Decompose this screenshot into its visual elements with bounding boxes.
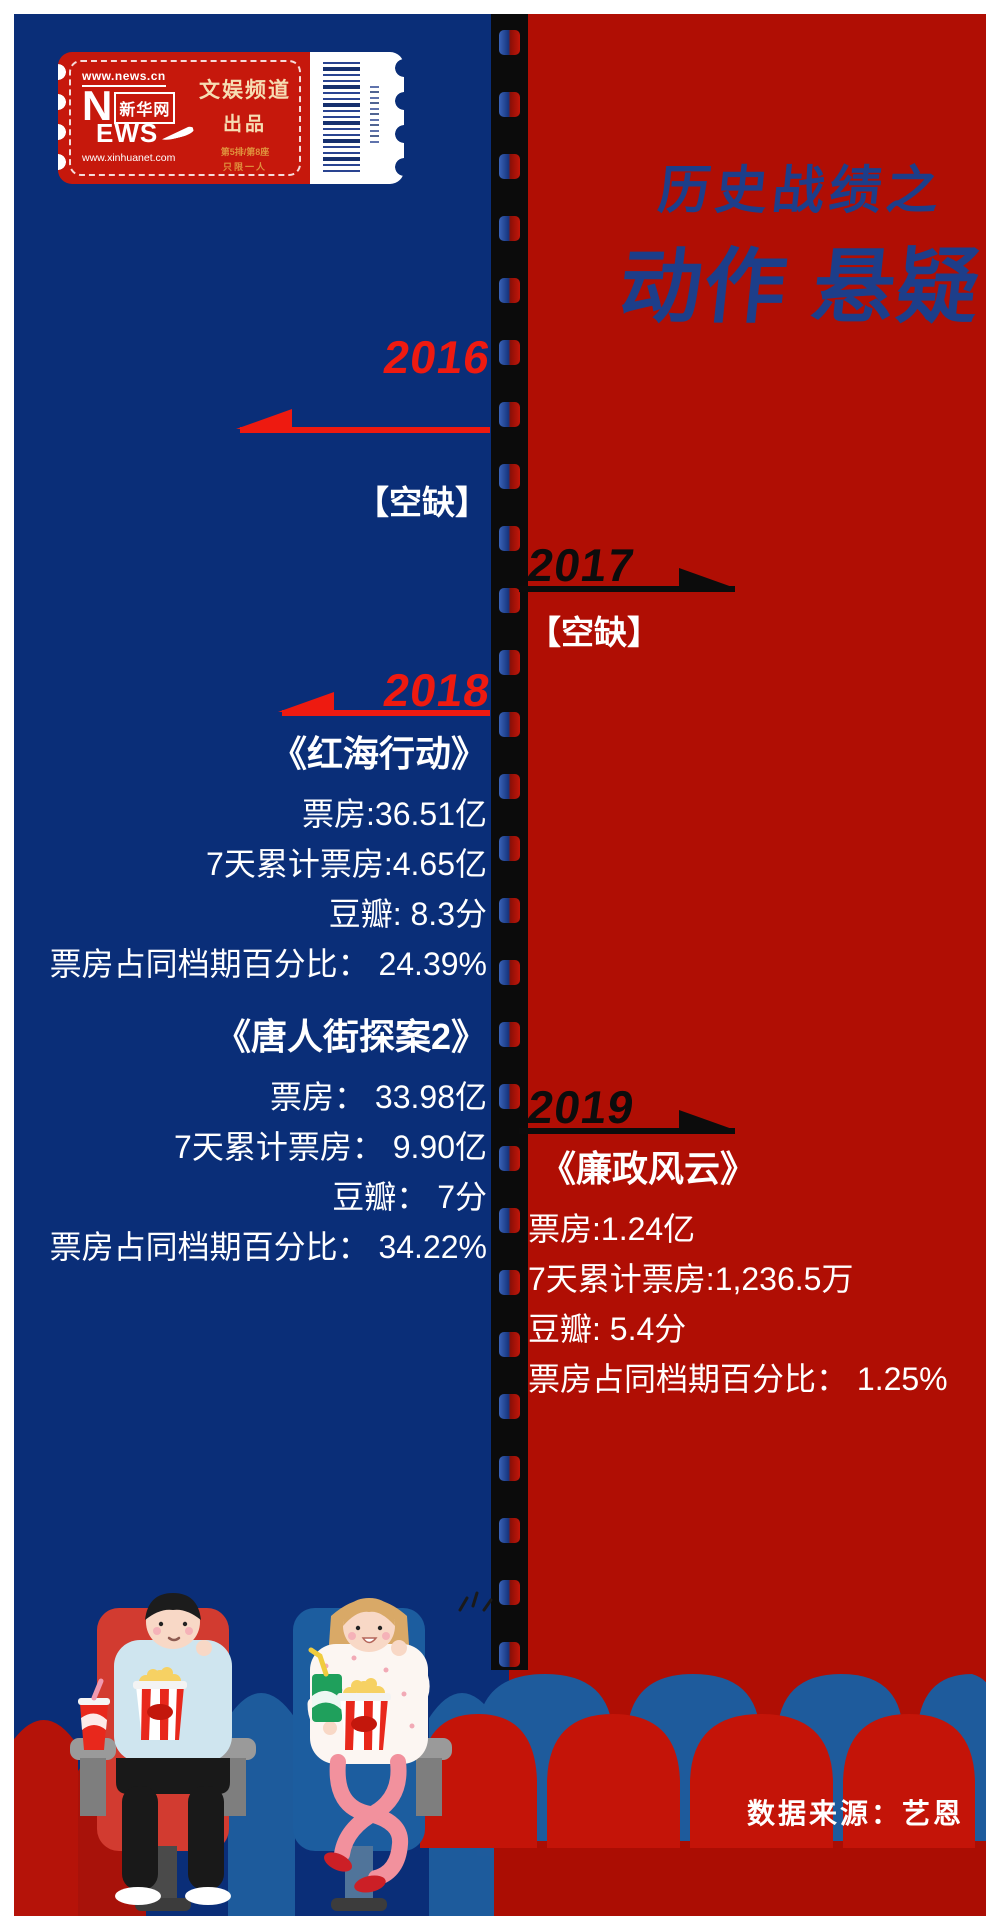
produced-label: 出品 xyxy=(222,114,267,135)
ticket-dashed-border xyxy=(69,60,301,176)
movie-share: 票房占同档期百分比： 24.39% xyxy=(49,946,487,982)
xinhua-logo: www.news.cn N 新华网 EWS www.xinhuanet.com xyxy=(82,67,194,164)
logo-url-top: www.news.cn xyxy=(82,69,166,87)
channel-label: 文娱频道 xyxy=(199,79,291,102)
page-title-line2: 动作 悬疑 xyxy=(615,242,986,333)
movie-card-tangTan2: 《唐人街探案2》 票房： 33.98亿 7天累计票房： 9.90亿 豆瓣： 7分… xyxy=(7,1018,487,1272)
timeline-arrow-2017 xyxy=(519,586,735,592)
logo-url-bottom: www.xinhuanet.com xyxy=(82,152,176,164)
xinhua-ticket-logo: www.news.cn N 新华网 EWS www.xinhuanet.com … xyxy=(58,52,404,184)
movie-douban: 豆瓣： 7分 xyxy=(332,1179,487,1215)
movie-share: 票房占同档期百分比： 1.25% xyxy=(528,1361,948,1397)
movie-title: 《红海行动》 xyxy=(270,733,487,774)
movie-title: 《唐人街探案2》 xyxy=(214,1016,487,1057)
year-2018-label: 2018 xyxy=(380,664,494,716)
movie-week-box: 7天累计票房： 9.90亿 xyxy=(174,1129,487,1165)
movie-box-office: 票房:36.51亿 xyxy=(302,796,487,832)
logo-letters-ews: EWS xyxy=(96,118,159,148)
year-2017-label: 2017 xyxy=(524,539,638,591)
movie-douban: 豆瓣: 8.3分 xyxy=(328,896,487,932)
movie-title: 《廉政风云》 xyxy=(540,1148,757,1189)
ticket-channel-block: 文娱频道 出品 第5排/第8座 只限一人 xyxy=(192,74,298,173)
right-red-panel xyxy=(509,14,986,1916)
cinema-illustration xyxy=(14,1591,986,1916)
empty-2016-label: 【空缺】 xyxy=(356,484,488,521)
year-2019-label: 2019 xyxy=(524,1081,638,1133)
empty-2017-label: 【空缺】 xyxy=(528,614,660,651)
barcode-icon xyxy=(323,62,360,174)
movie-card-lianZheng: 《廉政风云》 票房:1.24亿 7天累计票房:1,236.5万 豆瓣: 5.4分… xyxy=(528,1150,988,1404)
movie-card-hongHai: 《红海行动》 票房:36.51亿 7天累计票房:4.65亿 豆瓣: 8.3分 票… xyxy=(7,735,487,989)
seat-info-label: 第5排/第8座 xyxy=(220,147,270,157)
data-source-label: 数据来源：艺恩 xyxy=(746,1798,964,1829)
logo-letter-n: N xyxy=(82,82,113,129)
logo-brand-box: 新华网 xyxy=(114,92,176,124)
film-strip xyxy=(491,14,528,1670)
left-blue-panel xyxy=(14,14,509,1916)
barcode-small-icon xyxy=(370,86,379,144)
ticket-note-label: 只限一人 xyxy=(222,162,267,172)
movie-share: 票房占同档期百分比： 34.22% xyxy=(49,1229,487,1265)
timeline-arrow-2018 xyxy=(282,710,490,716)
ticket-stub xyxy=(310,52,404,184)
movie-week-box: 7天累计票房:4.65亿 xyxy=(206,846,487,882)
movie-week-box: 7天累计票房:1,236.5万 xyxy=(528,1261,854,1297)
timeline-arrow-2016 xyxy=(240,427,490,433)
movie-box-office: 票房:1.24亿 xyxy=(528,1211,696,1247)
swoosh-icon xyxy=(160,125,195,142)
movie-douban: 豆瓣: 5.4分 xyxy=(528,1311,687,1347)
movie-box-office: 票房： 33.98亿 xyxy=(270,1079,487,1115)
ticket-body: www.news.cn N 新华网 EWS www.xinhuanet.com … xyxy=(58,52,310,184)
page-title-line1: 历史战绩之 xyxy=(655,162,947,220)
timeline-arrow-2019 xyxy=(519,1128,735,1134)
year-2016-label: 2016 xyxy=(380,331,494,383)
